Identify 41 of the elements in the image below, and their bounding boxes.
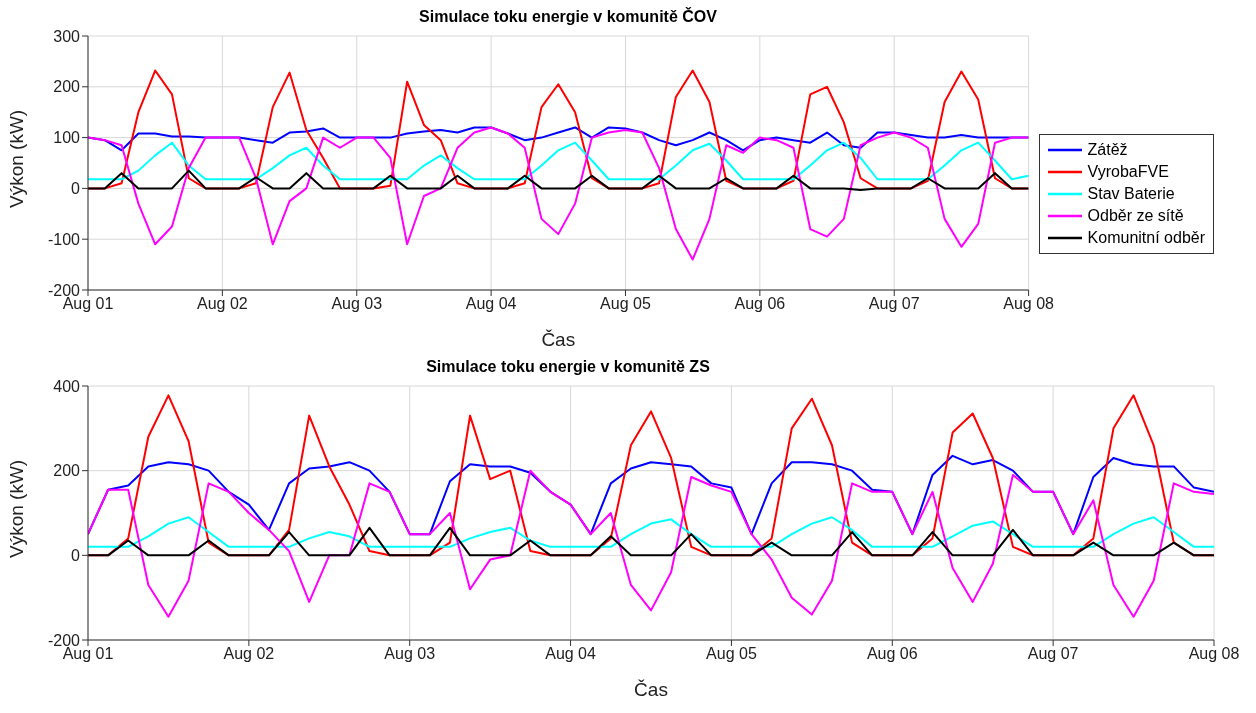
x-axis-title: Čas — [634, 679, 668, 700]
y-tick-label: 200 — [53, 462, 81, 480]
x-tick-label: Aug 04 — [465, 295, 517, 313]
y-tick-label: 300 — [53, 27, 81, 45]
line-series — [88, 526, 1214, 557]
x-tick-label: Aug 01 — [62, 295, 114, 313]
x-tick-label: Aug 05 — [706, 645, 757, 663]
x-tick-label: Aug 08 — [1003, 295, 1055, 313]
line-series — [88, 516, 1214, 548]
legend-label: Komunitní odběr — [1087, 228, 1205, 248]
x-tick-label: Aug 07 — [868, 295, 920, 313]
legend-label: Odběr ze sítě — [1087, 206, 1184, 226]
y-tick-label: 0 — [71, 180, 81, 198]
x-axis-title: Čas — [541, 329, 576, 350]
x-tick-label: Aug 03 — [331, 295, 383, 313]
x-tick-label: Aug 07 — [1027, 645, 1079, 663]
chart-title: Simulace toku energie v komunitě ČOV — [419, 8, 717, 25]
y-tick-label: -100 — [47, 230, 81, 248]
line-series — [88, 169, 1029, 191]
y-tick-label: 200 — [53, 78, 81, 96]
x-tick-label: Aug 02 — [223, 645, 275, 663]
line-series — [88, 141, 1029, 181]
legend-label: VyrobaFVE — [1087, 162, 1169, 182]
y-axis-title: Výkon (kW) — [5, 109, 27, 208]
x-tick-label: Aug 02 — [197, 295, 248, 313]
line-series — [88, 126, 1029, 261]
x-tick-label: Aug 01 — [62, 645, 114, 663]
y-tick-label: 100 — [53, 129, 81, 147]
y-axis-title: Výkon (kW) — [5, 459, 27, 558]
x-tick-label: Aug 08 — [1188, 645, 1240, 663]
line-series — [88, 469, 1214, 618]
y-tick-label: 400 — [53, 377, 81, 395]
legend-label: Zátěž — [1087, 140, 1128, 160]
legend-label: Stav Baterie — [1087, 184, 1175, 204]
chart-title: Simulace toku energie v komunitě ZS — [426, 358, 710, 375]
y-tick-label: 0 — [71, 547, 81, 565]
x-tick-label: Aug 04 — [545, 645, 597, 663]
x-tick-label: Aug 06 — [866, 645, 918, 663]
x-tick-label: Aug 05 — [600, 295, 651, 313]
x-tick-label: Aug 06 — [734, 295, 786, 313]
x-tick-label: Aug 03 — [384, 645, 436, 663]
